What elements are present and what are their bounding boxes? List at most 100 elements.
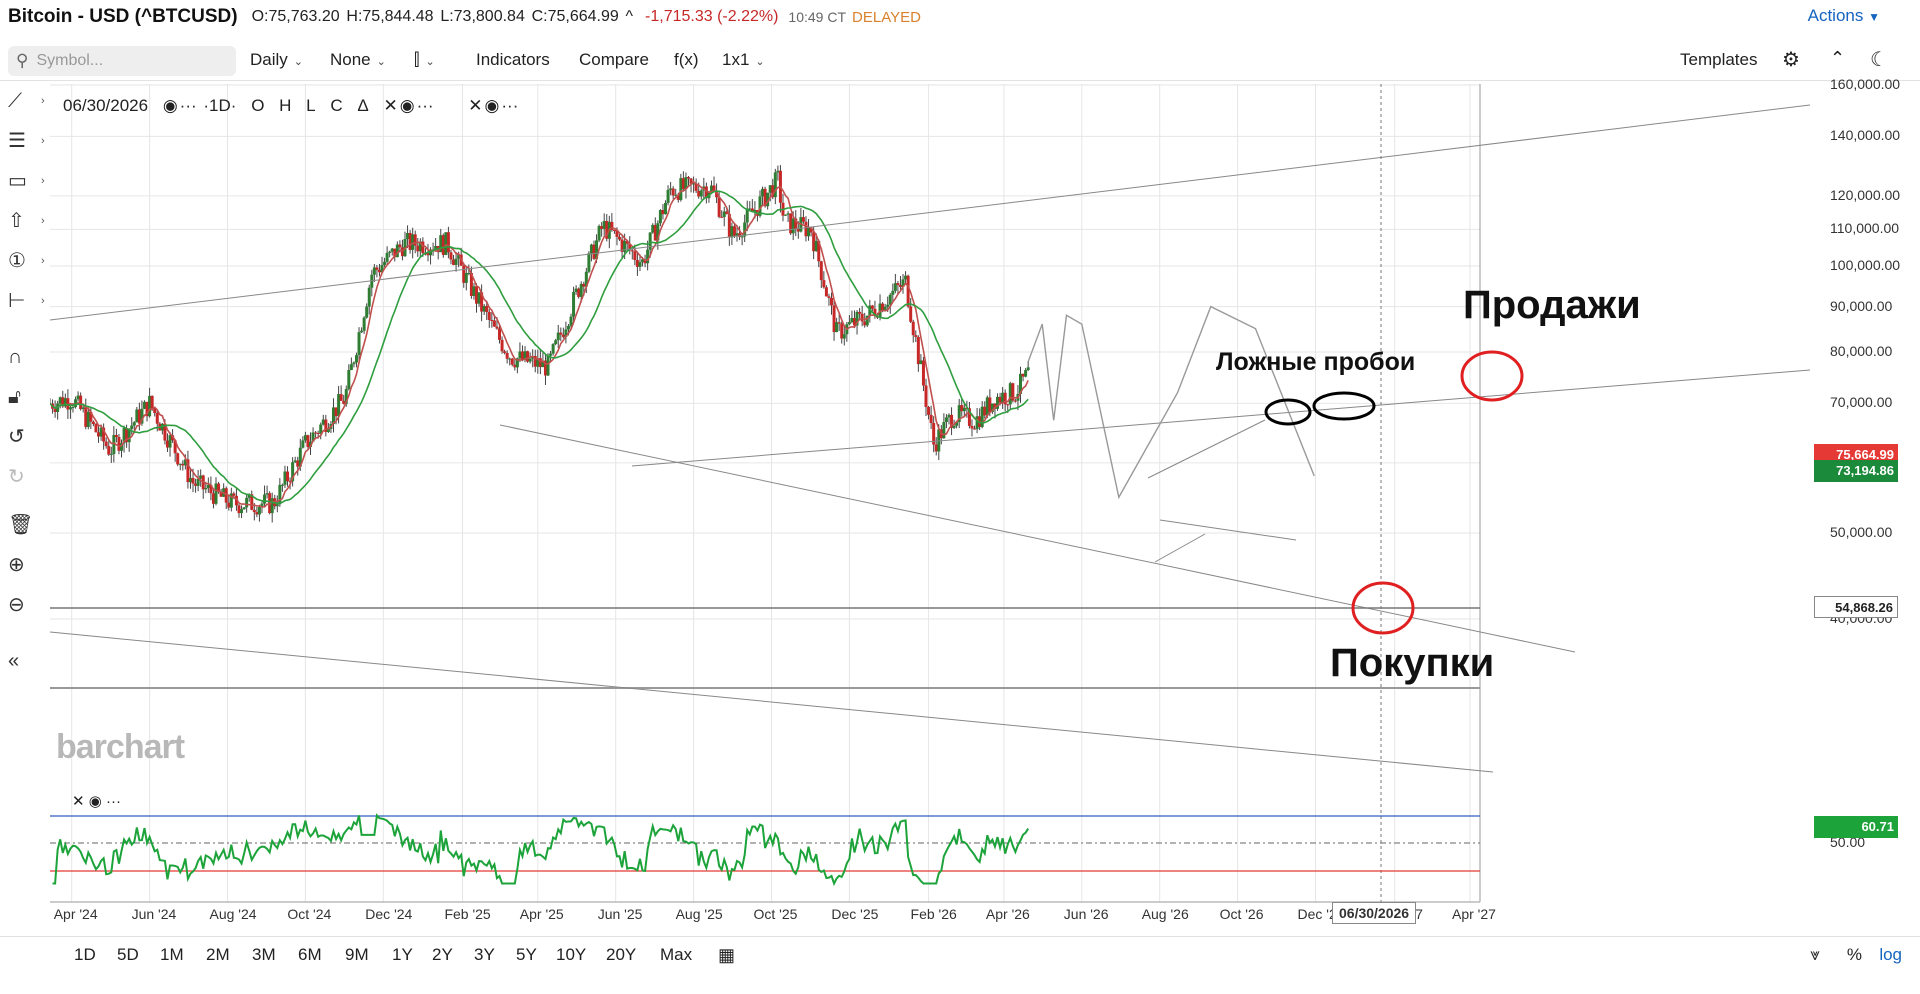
false-breakout-marker [1312, 391, 1376, 421]
quote-high: H:75,844.48 [346, 8, 434, 25]
candle-body [408, 232, 412, 250]
templates-button[interactable]: Templates [1680, 50, 1758, 69]
candle-body [870, 305, 874, 309]
candle-body [635, 260, 639, 267]
arrow-tool-icon[interactable]: ⇧ › [8, 206, 45, 236]
candle-body [898, 285, 902, 287]
more-icon[interactable]: ··· [179, 96, 197, 115]
candle-body [610, 221, 614, 230]
range-button-2m[interactable]: 2M [206, 945, 230, 964]
collapse-icon[interactable]: ⌃ [1830, 48, 1846, 68]
candle-body [868, 305, 872, 316]
candle-body [173, 440, 177, 454]
compare-button[interactable]: Compare [579, 50, 649, 69]
overlay-dropdown[interactable]: None ⌄ [330, 50, 386, 70]
range-button-2y[interactable]: 2Y [432, 945, 453, 964]
rectangle-tool-icon[interactable]: ▭ › [8, 166, 45, 196]
range-button-max[interactable]: Max [660, 945, 693, 964]
chevron-right-icon: › [41, 95, 45, 107]
range-button-10y[interactable]: 10Y [556, 945, 587, 964]
range-button-9m[interactable]: 9M [345, 945, 369, 964]
fibonacci-tool-icon[interactable]: ☰ › [8, 126, 45, 156]
measure-tool-icon[interactable]: ⊢ › [8, 286, 45, 316]
candle-body [990, 403, 994, 413]
candle-body [462, 265, 466, 283]
scroll-end-icon[interactable]: ⩔ [1810, 945, 1820, 964]
candle-body [809, 227, 813, 233]
price-chart[interactable] [50, 84, 1888, 914]
candle-body [852, 317, 856, 326]
actions-menu[interactable]: Actions ▼ [1808, 6, 1880, 26]
close-icon[interactable]: ✕ [468, 96, 483, 115]
quote-close: C:75,664.99 [531, 8, 619, 25]
magnet-icon[interactable]: ∩ [8, 346, 23, 368]
more-icon[interactable]: ··· [106, 793, 122, 810]
lower-channel-trendline [50, 631, 1494, 773]
range-button-20y[interactable]: 20Y [606, 945, 637, 964]
eye-icon[interactable]: ◉ [399, 96, 415, 115]
dark-mode-icon[interactable]: ☾ [1870, 49, 1888, 71]
indicators-button[interactable]: Indicators [476, 50, 550, 69]
range-button-1d[interactable]: 1D [74, 945, 96, 964]
label-tool-icon[interactable]: ① › [8, 246, 45, 276]
candle-body [81, 407, 85, 410]
eye-icon[interactable]: ◉ [162, 96, 178, 115]
function-button[interactable]: f(x) [674, 50, 699, 69]
redo-icon[interactable]: ↻ [8, 466, 25, 488]
range-button-5d[interactable]: 5D [117, 945, 139, 964]
candle-body [717, 197, 721, 217]
collapse-toolbar-icon[interactable]: « [8, 650, 20, 672]
range-button-3y[interactable]: 3Y [474, 945, 495, 964]
candle-body [658, 210, 662, 224]
candle-body [962, 407, 966, 412]
more-icon[interactable]: ··· [416, 96, 434, 115]
chart-canvas[interactable] [50, 84, 1888, 914]
candle-body [901, 279, 905, 287]
trendline-tool-icon[interactable]: ⟋ › [8, 86, 45, 116]
crosshair-date-label: 06/30/2026 [1332, 902, 1417, 924]
candle-body [145, 401, 149, 417]
interval-dropdown[interactable]: Daily ⌄ [250, 50, 303, 70]
candle-body [623, 240, 627, 252]
range-button-5y[interactable]: 5Y [516, 945, 537, 964]
candle-body [1024, 370, 1028, 377]
candle-body [730, 226, 734, 238]
candle-body [676, 194, 680, 200]
calendar-icon[interactable]: ▦ [718, 945, 736, 965]
percent-toggle[interactable]: % [1846, 945, 1862, 964]
range-button-1y[interactable]: 1Y [392, 945, 413, 964]
candle-body [980, 406, 984, 428]
more-icon[interactable]: ··· [501, 96, 519, 115]
symbol-search-input[interactable]: ⚲ Symbol... [8, 46, 236, 76]
candle-body [76, 395, 80, 400]
chart-type-dropdown[interactable]: ⫿ ⌄ [414, 50, 435, 70]
trash-icon[interactable]: 🗑︎ [8, 514, 34, 536]
candle-body [354, 355, 358, 363]
candle-body [219, 491, 223, 497]
layout-dropdown[interactable]: 1x1 ⌄ [722, 50, 765, 70]
candle-body [909, 306, 913, 322]
close-icon[interactable]: ✕ [72, 793, 85, 810]
quote-open: O:75,763.20 [251, 8, 340, 25]
candle-body [421, 241, 425, 254]
candle-body [337, 394, 341, 417]
unlock-icon[interactable]: 🔓︎ [8, 386, 21, 408]
close-icon[interactable]: ✕ [383, 96, 398, 115]
candle-body [937, 429, 941, 452]
time-axis-label: Jun '26 [1063, 906, 1109, 922]
range-button-1m[interactable]: 1M [160, 945, 184, 964]
log-toggle[interactable]: log [1879, 945, 1902, 964]
undo-icon[interactable]: ↺ [8, 426, 25, 448]
zoom-out-icon[interactable]: ⊖ [8, 594, 25, 616]
gear-icon[interactable]: ⚙ [1782, 49, 1800, 71]
zoom-in-icon[interactable]: ⊕ [8, 554, 25, 576]
candle-body [342, 400, 346, 404]
eye-icon[interactable]: ◉ [484, 96, 500, 115]
candle-body [725, 211, 729, 214]
eye-icon[interactable]: ◉ [88, 793, 102, 810]
range-button-3m[interactable]: 3M [252, 945, 276, 964]
range-button-6m[interactable]: 6M [298, 945, 322, 964]
candle-body [334, 407, 338, 417]
candle-body [188, 477, 192, 483]
candle-body [293, 460, 297, 463]
